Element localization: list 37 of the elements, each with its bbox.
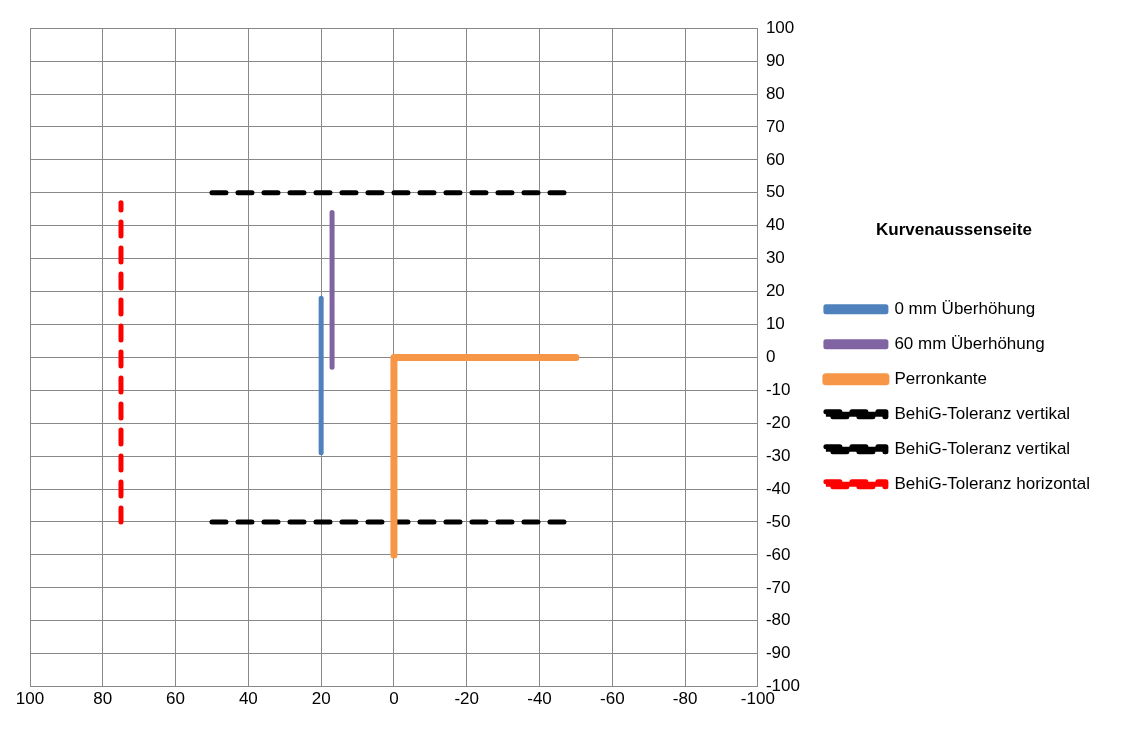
y-tick-label: 20 [765, 281, 785, 301]
y-tick-label: 10 [765, 314, 785, 334]
x-tick-label: 0 [389, 689, 399, 709]
y-tick-label: 70 [765, 116, 785, 136]
y-tick-label: 40 [765, 215, 785, 235]
y-tick-label: -80 [765, 610, 791, 630]
legend-label: BehiG-Toleranz vertikal [894, 403, 1071, 423]
x-tick-label: -60 [600, 689, 625, 709]
y-tick-label: -10 [765, 380, 791, 400]
y-tick-label: -40 [765, 478, 791, 498]
y-tick-label: 50 [765, 182, 785, 202]
y-tick-label: 0 [765, 347, 776, 367]
y-tick-label: 90 [765, 50, 785, 70]
y-tick-label: -50 [765, 511, 791, 531]
y-tick-label: 100 [765, 17, 795, 37]
x-tick-label: 40 [238, 689, 258, 709]
y-tick-label: -30 [765, 445, 791, 465]
x-tick-label: -40 [527, 689, 552, 709]
x-tick-label: -20 [454, 689, 480, 709]
x-tick-label: 100 [15, 689, 45, 709]
y-tick-label: -60 [765, 544, 791, 564]
y-tick-label: -90 [765, 643, 791, 663]
x-tick-label: 80 [93, 689, 113, 709]
y-tick-label: -70 [765, 577, 791, 597]
y-tick-label: 80 [765, 83, 785, 103]
legend-label: 0 mm Überhöhung [894, 298, 1036, 318]
x-tick-label: -80 [672, 689, 698, 709]
x-tick-label: 20 [311, 689, 331, 709]
legend-label: 60 mm Überhöhung [894, 333, 1045, 353]
y-tick-label: 30 [765, 248, 785, 268]
y-tick-label: -20 [765, 412, 791, 432]
legend-label: Perronkante [894, 368, 988, 388]
y-tick-label: 60 [765, 149, 785, 169]
legend-label: BehiG-Toleranz vertikal [894, 438, 1071, 458]
x-tick-label: 60 [166, 689, 186, 709]
legend-label: BehiG-Toleranz horizontal [894, 473, 1091, 493]
legend-title: Kurvenaussenseite [876, 220, 1032, 240]
